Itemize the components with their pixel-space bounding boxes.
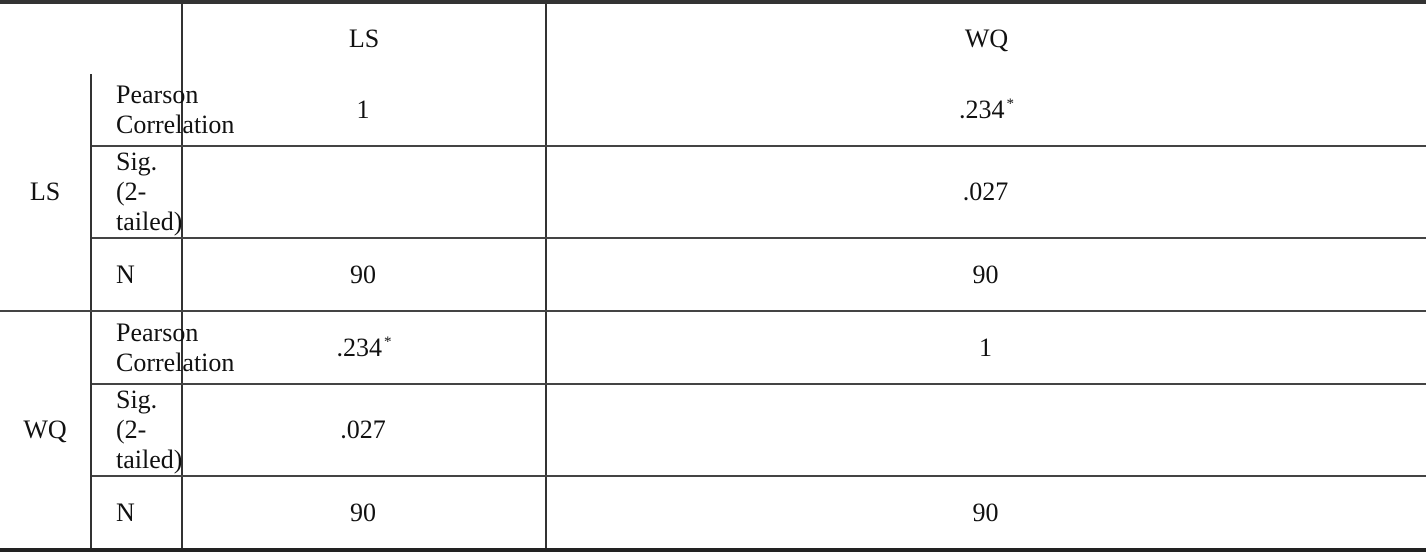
ls-value: 1 (356, 94, 370, 124)
statistic-label: N (91, 476, 183, 550)
header-wq: WQ (964, 24, 1009, 53)
header-blank (0, 2, 183, 74)
wq-value-cell (546, 384, 1426, 477)
ls-value: .027 (340, 415, 386, 444)
table-row: Sig. (2-tailed) .027 (0, 384, 1426, 477)
ls-value: 90 (350, 259, 376, 289)
ls-value-cell: 90 (182, 238, 547, 312)
statistic-label: Sig. (2-tailed) (91, 146, 183, 239)
statistic-label: Pearson Correlation (91, 311, 234, 385)
header-ls: LS (182, 2, 547, 74)
wq-value-cell: 90 (546, 476, 1426, 550)
ls-value-cell: 1 (182, 74, 547, 147)
wq-value-cell: 90 (546, 238, 1426, 312)
significance-mark: * (384, 333, 392, 350)
statistic-label: N (91, 238, 183, 312)
wq-value-cell: .234 * (546, 74, 1426, 147)
ls-value-cell (182, 146, 547, 239)
wq-value: 90 (972, 259, 999, 289)
statistic-label: Sig. (2-tailed) (91, 384, 183, 477)
table-row: WQ Pearson Correlation .234 * 1 (0, 311, 1426, 551)
group-label: LS (0, 74, 92, 312)
ls-value-cell: .027 (182, 384, 547, 477)
wq-value-cell: .027 (546, 146, 1426, 239)
wq-value-cell: 1 (546, 311, 1426, 385)
wq-value: 1 (979, 332, 992, 362)
table-row: Sig. (2-tailed) .027 (0, 146, 1426, 239)
statistic-label: Pearson Correlation (91, 74, 234, 147)
wq-value: 90 (972, 497, 999, 527)
ls-value: .234 (336, 332, 383, 362)
wq-value: .234 (959, 94, 1005, 124)
table-row: N 90 90 (0, 476, 1426, 550)
table-row: LS Pearson Correlation 1 .234 * (0, 74, 1426, 312)
significance-mark: * (1006, 95, 1015, 112)
header-row: LS WQ (0, 2, 1426, 74)
ls-value-cell: 90 (182, 476, 547, 550)
wq-value: .027 (962, 177, 1009, 206)
group-label: WQ (0, 311, 92, 551)
ls-value: 90 (350, 497, 376, 527)
ls-value-cell: .234 * (182, 311, 547, 385)
table-row: N 90 90 (0, 238, 1426, 312)
